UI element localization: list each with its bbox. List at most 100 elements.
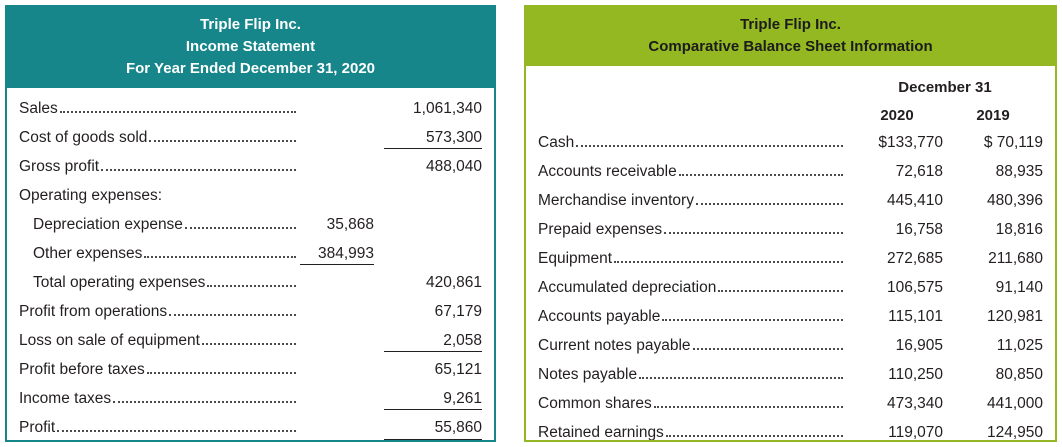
leader-dots xyxy=(695,203,843,205)
row-label: Accounts payable xyxy=(538,308,661,325)
leader-dots xyxy=(614,261,843,263)
amount-col2: 55,860 xyxy=(384,419,482,440)
income-row-cost-of-goods-sold: Cost of goods sold 573,300 xyxy=(19,123,482,152)
row-label: Retained earnings xyxy=(538,424,664,441)
income-row-total-operating-expenses: Total operating expenses 420,861 xyxy=(19,268,482,297)
row-label: Total operating expenses xyxy=(33,274,206,291)
amount-col2: 1,061,340 xyxy=(413,100,482,117)
amount-2020: 72,618 xyxy=(895,163,943,180)
row-label: Common shares xyxy=(538,395,652,412)
balance-row-cash: Cash $133,770 $ 70,119 xyxy=(538,128,1043,157)
row-label: Other expenses xyxy=(33,245,143,262)
row-label: Equipment xyxy=(538,250,613,267)
row-label: Operating expenses: xyxy=(19,187,163,204)
amount-col2: 2,058 xyxy=(384,332,482,352)
balance-sheet-header: Triple Flip Inc. Comparative Balance She… xyxy=(526,7,1055,66)
leader-dots xyxy=(144,256,296,258)
row-label: Gross profit xyxy=(19,158,100,175)
income-statement-period: For Year Ended December 31, 2020 xyxy=(125,60,376,77)
row-label: Accounts receivable xyxy=(538,163,677,180)
income-row-operating-expenses-heading: Operating expenses: xyxy=(19,181,482,210)
amount-2020: 110,250 xyxy=(888,366,943,383)
income-statement-body: Sales 1,061,340 Cost of goods sold 573,3… xyxy=(7,88,494,440)
leader-dots xyxy=(101,169,296,171)
leader-dots xyxy=(692,348,843,350)
leader-dots xyxy=(207,285,296,287)
amount-2019: $ 70,119 xyxy=(983,134,1043,151)
leader-dots xyxy=(113,401,296,403)
leader-dots xyxy=(184,227,296,229)
row-label: Current notes payable xyxy=(538,337,691,354)
amount-col1: 35,868 xyxy=(326,216,374,233)
leader-dots xyxy=(201,343,296,345)
leader-dots xyxy=(146,372,296,374)
leader-dots xyxy=(59,111,296,113)
income-row-gross-profit: Gross profit 488,040 xyxy=(19,152,482,181)
year-header-2019: 2019 xyxy=(976,107,1010,124)
amount-2019: 11,025 xyxy=(996,337,1043,354)
balance-row-merchandise-inventory: Merchandise inventory 445,410 480,396 xyxy=(538,186,1043,215)
amount-col2: 67,179 xyxy=(434,303,482,320)
row-label: Merchandise inventory xyxy=(538,192,694,209)
amount-2019: 18,816 xyxy=(995,221,1043,238)
row-label: Accumulated depreciation xyxy=(538,279,717,296)
amount-col2: 65,121 xyxy=(434,361,482,378)
amount-col2: 488,040 xyxy=(425,158,482,175)
row-label: Cost of goods sold xyxy=(19,129,148,146)
row-label: Sales xyxy=(19,100,58,117)
leader-dots xyxy=(653,406,843,408)
balance-row-equipment: Equipment 272,685 211,680 xyxy=(538,244,1043,273)
amount-col2: 420,861 xyxy=(425,274,482,291)
amount-2020: 119,070 xyxy=(888,424,943,441)
balance-sheet-table: Triple Flip Inc. Comparative Balance She… xyxy=(524,5,1057,442)
income-row-profit-before-taxes: Profit before taxes 65,121 xyxy=(19,355,482,384)
amount-col1: 384,993 xyxy=(300,245,374,265)
row-label: Profit before taxes xyxy=(19,361,145,378)
amount-2020: 106,575 xyxy=(886,279,943,296)
amount-2019: 120,981 xyxy=(986,308,1043,325)
income-company-name: Triple Flip Inc. xyxy=(200,16,301,33)
balance-company-name: Triple Flip Inc. xyxy=(740,16,841,33)
leader-dots xyxy=(576,145,843,147)
balance-row-accounts-payable: Accounts payable 115,101 120,981 xyxy=(538,302,1043,331)
income-statement-title: Income Statement xyxy=(185,38,316,55)
year-header-2020: 2020 xyxy=(880,107,914,124)
leader-dots xyxy=(149,140,296,142)
balance-row-accounts-receivable: Accounts receivable 72,618 88,935 xyxy=(538,157,1043,186)
amount-2020: 445,410 xyxy=(886,192,943,209)
leader-dots xyxy=(718,290,843,292)
row-label: Prepaid expenses xyxy=(538,221,663,238)
balance-year-header-row: 2020 2019 xyxy=(538,100,1043,128)
row-label: Notes payable xyxy=(538,366,638,383)
row-label: Profit from operations xyxy=(19,303,168,320)
leader-dots xyxy=(678,174,843,176)
balance-row-accumulated-depreciation: Accumulated depreciation 106,575 91,140 xyxy=(538,273,1043,302)
income-row-other-expenses: Other expenses 384,993 xyxy=(19,239,482,268)
income-row-depreciation-expense: Depreciation expense 35,868 xyxy=(19,210,482,239)
amount-2019: 91,140 xyxy=(995,279,1043,296)
leader-dots xyxy=(664,232,843,234)
income-row-income-taxes: Income taxes 9,261 xyxy=(19,384,482,413)
leader-dots xyxy=(57,430,296,432)
amount-2020: 115,101 xyxy=(888,308,943,325)
amount-2019: 441,000 xyxy=(986,395,1043,412)
income-row-sales: Sales 1,061,340 xyxy=(19,94,482,123)
row-label: Profit xyxy=(19,419,56,436)
amount-2019: 124,950 xyxy=(986,424,1043,441)
amount-col2: 9,261 xyxy=(384,390,482,410)
income-statement-header: Triple Flip Inc. Income Statement For Ye… xyxy=(7,7,494,88)
balance-row-retained-earnings: Retained earnings 119,070 124,950 xyxy=(538,418,1043,441)
balance-row-common-shares: Common shares 473,340 441,000 xyxy=(538,389,1043,418)
income-row-profit-from-operations: Profit from operations 67,179 xyxy=(19,297,482,326)
leader-dots xyxy=(639,377,843,379)
income-statement-table: Triple Flip Inc. Income Statement For Ye… xyxy=(5,5,496,442)
income-row-profit: Profit 55,860 xyxy=(19,413,482,440)
date-header: December 31 xyxy=(898,79,992,96)
balance-row-notes-payable: Notes payable 110,250 80,850 xyxy=(538,360,1043,389)
amount-col2: 573,300 xyxy=(384,129,482,149)
amount-2019: 88,935 xyxy=(995,163,1043,180)
row-label: Cash xyxy=(538,134,575,151)
leader-dots xyxy=(665,435,843,437)
balance-date-header-row: December 31 xyxy=(538,72,1043,100)
balance-sheet-title: Comparative Balance Sheet Information xyxy=(648,38,933,55)
